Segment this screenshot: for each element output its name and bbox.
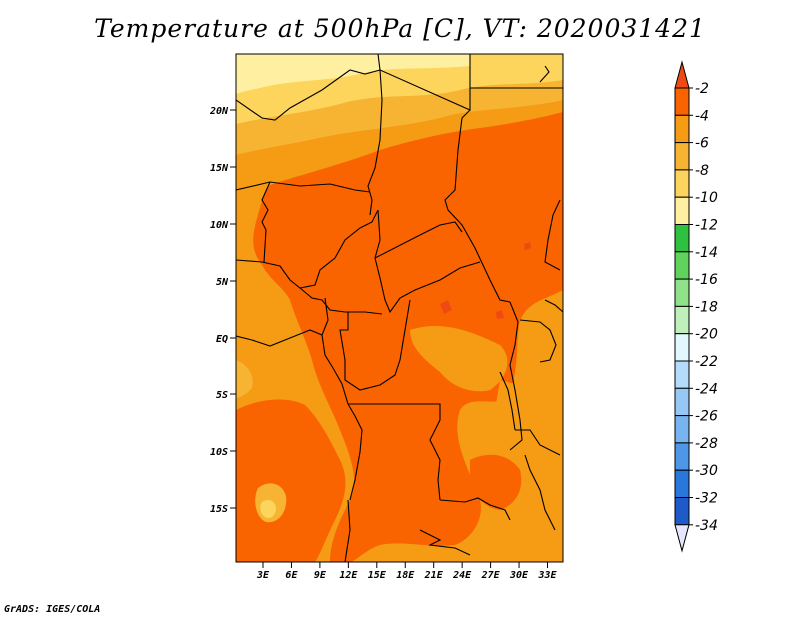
lon-label: 33E bbox=[537, 570, 557, 581]
colorbar-segment bbox=[674, 415, 690, 444]
colorbar-label: -30 bbox=[695, 463, 718, 479]
colorbar: -2 -4 -6 -8 -10 -12 -14 -16 -18 -20 -22 -24 -26 -28 -3… bbox=[674, 60, 718, 553]
lon-label: 15E bbox=[368, 570, 387, 581]
longitude-axis: 3E 6E 9E 12E 15E 18E 21E 24E 27E 30E 33E bbox=[256, 562, 558, 581]
lon-label: 12E bbox=[339, 570, 358, 581]
lon-label: 18E bbox=[396, 570, 415, 581]
field-spot-west bbox=[236, 360, 253, 398]
colorbar-label: -2 bbox=[695, 81, 709, 97]
colorbar-segment bbox=[674, 169, 690, 198]
field-patch-west bbox=[236, 240, 269, 342]
colorbar-segment bbox=[674, 224, 690, 253]
colorbar-label: -8 bbox=[695, 163, 709, 179]
colorbar-label: -16 bbox=[695, 272, 718, 288]
field-cell-hot-1 bbox=[440, 300, 452, 314]
lon-label: 6E bbox=[285, 570, 298, 581]
colorbar-segment bbox=[674, 305, 690, 335]
field-patch-east bbox=[492, 380, 563, 562]
field-patch-6-4 bbox=[410, 325, 508, 392]
map-title: Temperature at 500hPa [C], VT: 202003142… bbox=[94, 14, 706, 43]
colorbar-label: -24 bbox=[695, 381, 718, 397]
colorbar-segment bbox=[674, 387, 690, 417]
field-cell-hot-3 bbox=[496, 310, 504, 319]
lat-label: 10N bbox=[210, 220, 229, 231]
colorbar-label: -10 bbox=[695, 190, 718, 206]
lat-label: 5S bbox=[216, 390, 228, 401]
colorbar-top-arrow bbox=[674, 60, 690, 89]
map-frame bbox=[235, 53, 564, 563]
field-spot-10-8 bbox=[260, 500, 276, 518]
field-patch-east-warm bbox=[470, 454, 522, 510]
colorbar-label: -18 bbox=[695, 299, 718, 315]
colorbar-bottom-arrow bbox=[674, 524, 690, 553]
colorbar-label: -34 bbox=[695, 518, 718, 534]
field-cell-hot-2 bbox=[524, 242, 531, 250]
lon-label: 30E bbox=[509, 570, 529, 581]
lat-label: EQ bbox=[216, 334, 228, 345]
lon-label: 24E bbox=[452, 570, 472, 581]
colorbar-label: -32 bbox=[695, 491, 718, 507]
colorbar-label: -6 bbox=[695, 136, 709, 152]
colorbar-segment bbox=[674, 469, 690, 499]
lat-label: 15N bbox=[210, 163, 229, 174]
colorbar-segment bbox=[674, 497, 690, 526]
colorbar-segment bbox=[674, 442, 690, 471]
colorbar-label: -4 bbox=[695, 108, 709, 124]
colorbar-segment bbox=[674, 114, 690, 144]
lon-label: 21E bbox=[424, 570, 444, 581]
colorbar-segment bbox=[674, 196, 690, 225]
colorbar-segment bbox=[674, 251, 690, 280]
colorbar-segment bbox=[674, 360, 690, 389]
latitude-axis: 20N 15N 10N 5N EQ 5S 10S 15S bbox=[209, 106, 236, 515]
lat-label: 15S bbox=[210, 504, 228, 515]
lon-label: 3E bbox=[256, 570, 270, 581]
colorbar-segment bbox=[674, 278, 690, 307]
colorbar-label: -20 bbox=[695, 327, 718, 343]
colorbar-segment bbox=[674, 87, 690, 116]
field-band-4-2-sw bbox=[236, 399, 346, 562]
colorbar-label: -28 bbox=[695, 436, 718, 452]
colorbar-label: -22 bbox=[695, 354, 718, 370]
colorbar-segment bbox=[674, 142, 690, 171]
lat-label: 5N bbox=[216, 277, 229, 288]
colorbar-segment bbox=[674, 333, 690, 362]
colorbar-label: -12 bbox=[695, 218, 718, 234]
lat-label: 10S bbox=[210, 447, 228, 458]
colorbar-label: -26 bbox=[695, 409, 718, 425]
field-band-4-2 bbox=[253, 112, 563, 562]
country-borders bbox=[236, 54, 563, 562]
grads-credit: GrADS: IGES/COLA bbox=[4, 604, 101, 615]
lat-label: 20N bbox=[209, 106, 229, 117]
colorbar-label: -14 bbox=[695, 245, 718, 261]
temperature-field bbox=[236, 54, 563, 562]
lon-label: 9E bbox=[314, 570, 327, 581]
lon-label: 27E bbox=[481, 570, 501, 581]
field-band-12-10 bbox=[236, 54, 470, 94]
